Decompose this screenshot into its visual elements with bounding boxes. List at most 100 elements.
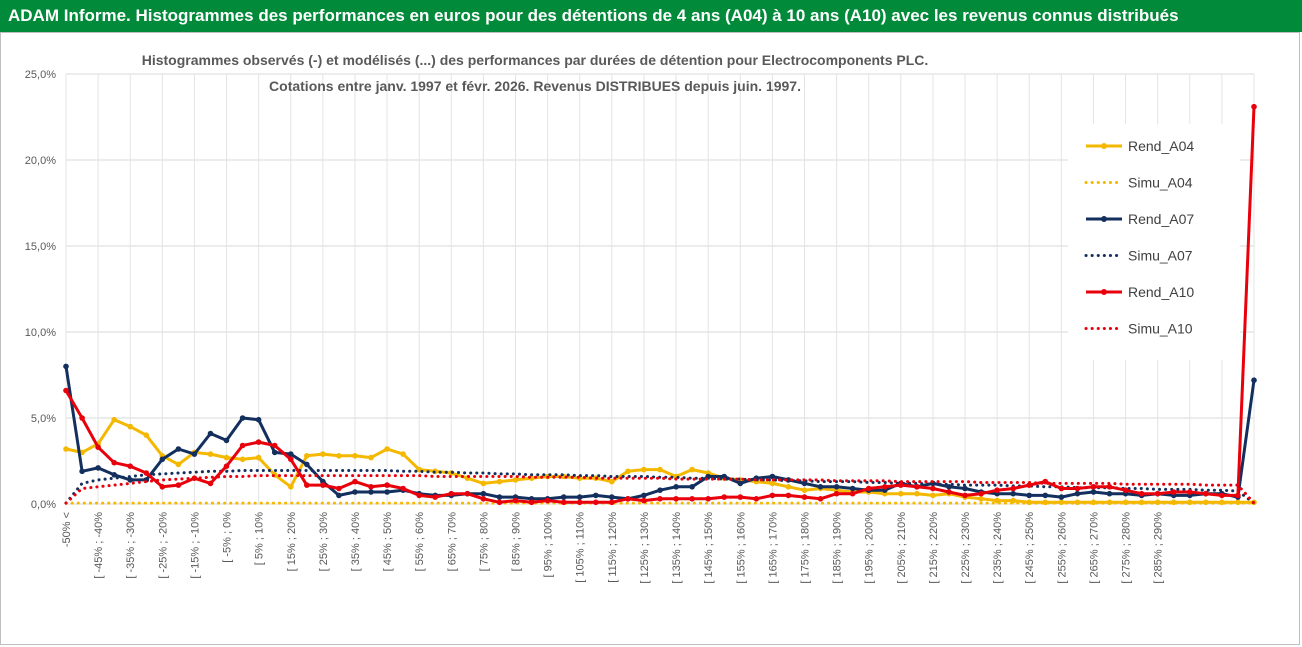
legend-label: Rend_A07 [1128,211,1194,227]
x-tick-label: [ 205% ; 210% [896,512,908,584]
data-point [1235,492,1241,499]
x-tick-label: [ 95% ; 100% [543,512,555,578]
x-tick-label: [ 215% ; 220% [928,512,940,584]
x-tick-label: [ 275% ; 280% [1121,512,1133,584]
x-tick-label: [ 65% ; 70% [446,512,458,572]
data-point [304,482,310,488]
data-point [914,490,920,497]
data-point [1090,489,1097,495]
x-tick-label: [ -5% ; 0% [222,512,234,563]
legend-item: Simu_A07 [1084,248,1193,264]
data-point [657,466,663,473]
data-point [512,477,519,483]
series-lines [63,103,1257,506]
data-point [705,496,711,502]
data-point [1058,494,1065,500]
data-point [657,487,663,494]
data-point [769,480,776,487]
data-point [1187,489,1193,495]
data-point [689,496,695,502]
x-tick-label: [ -25% ; -20% [157,512,169,579]
y-tick-label: 20,0% [25,155,56,167]
legend-item: Rend_A04 [1086,138,1194,154]
data-point [769,473,776,480]
data-point [496,494,503,500]
data-point [560,494,567,500]
data-point [1090,484,1097,490]
data-point [400,451,406,457]
data-point [448,490,455,497]
x-tick-label: [ 165% ; 170% [767,512,779,584]
legend-item: Rend_A07 [1086,211,1194,227]
data-point [689,484,695,490]
data-point [737,480,744,487]
data-point [1058,485,1065,492]
data-point [978,496,984,502]
data-point [1074,490,1081,497]
data-point [898,482,904,488]
data-point [785,484,792,490]
data-point [111,472,117,478]
data-point [95,444,101,451]
x-tick-label: [ 265% ; 270% [1088,512,1100,584]
data-point [63,446,69,452]
data-point [79,468,85,475]
data-point [480,496,487,502]
x-tick-label: [ -15% ; -10% [189,512,201,579]
data-point [255,439,262,445]
data-point [769,492,776,499]
chart-title-line-2: Cotations entre janv. 1997 et févr. 2026… [269,78,801,94]
legend-item: Simu_A10 [1084,321,1193,337]
data-point [625,468,631,475]
data-point [191,451,198,457]
data-point [657,496,663,502]
data-point [207,430,214,437]
x-tick-label: [ 145% ; 150% [703,512,715,584]
x-tick-label: [ 25% ; 30% [318,512,330,572]
chart-frame [0,32,1300,645]
data-point [143,470,150,476]
x-tick-label: [ 225% ; 230% [960,512,972,584]
data-point [239,442,246,449]
x-tick-label: [ 75% ; 80% [478,512,490,572]
data-point [352,453,358,459]
data-point [1010,490,1016,497]
data-point [368,489,374,495]
data-point [962,492,968,499]
legend-label: Rend_A10 [1128,284,1194,300]
x-tick-label: -50% < [61,512,73,547]
data-point [817,496,824,502]
x-axis-tick-labels: -50% < [ -45% ; -40% [ -35% ; -30% [ -25% ;… [61,512,1165,584]
data-point [1074,485,1081,492]
data-point [914,484,920,490]
data-point [833,484,840,490]
data-point [641,492,647,499]
data-point [111,459,117,466]
y-tick-label: 5,0% [31,413,56,425]
data-point [689,466,695,473]
y-tick-label: 0,0% [31,499,56,511]
x-tick-label: [ 55% ; 60% [414,512,426,572]
data-point [833,490,840,497]
data-point [625,496,631,502]
data-point [368,484,374,490]
y-tick-label: 25,0% [25,69,56,81]
data-point [609,499,615,506]
data-point [1106,484,1113,490]
legend-marker [1101,216,1107,222]
data-point [544,497,551,504]
legend-label: Simu_A04 [1128,175,1193,191]
data-point [994,487,1000,494]
data-point [1026,492,1032,499]
data-point [368,454,374,461]
series-line [64,366,1256,501]
legend-item: Simu_A04 [1084,175,1193,191]
x-tick-label: [ 15% ; 20% [286,512,298,572]
data-point [641,466,647,473]
data-point [1106,490,1113,497]
data-point [464,490,471,497]
data-point [512,497,519,504]
data-point [737,494,744,500]
data-point [271,442,278,449]
data-point [175,461,182,468]
